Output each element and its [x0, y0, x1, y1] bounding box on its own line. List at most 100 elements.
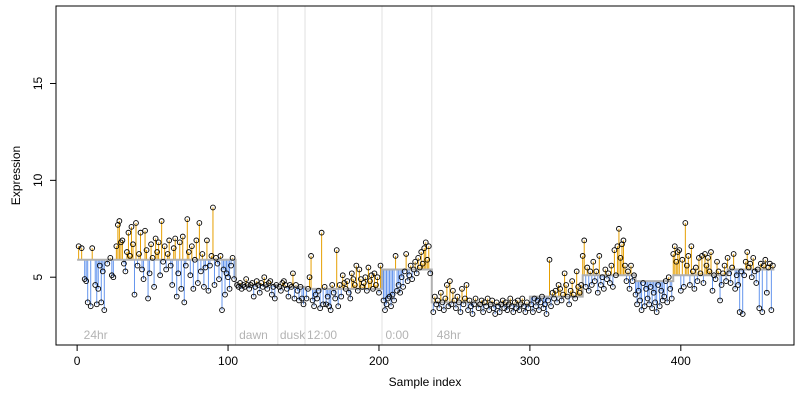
data-point	[376, 289, 382, 296]
data-point	[293, 282, 299, 288]
data-point	[318, 229, 325, 236]
data-point	[687, 282, 693, 288]
data-point	[225, 274, 231, 281]
data-point	[152, 235, 159, 242]
data-point	[220, 266, 227, 273]
data-point	[154, 249, 160, 255]
data-point	[358, 276, 364, 282]
y-tick-label: 15	[31, 76, 45, 90]
data-point	[401, 268, 408, 275]
data-point	[176, 239, 183, 246]
data-point	[662, 278, 669, 284]
data-point	[656, 303, 663, 310]
data-point	[590, 258, 597, 265]
data-point	[545, 297, 551, 304]
data-point	[453, 305, 459, 312]
data-point	[128, 223, 135, 230]
data-point	[439, 299, 446, 306]
data-point	[490, 305, 497, 312]
data-point	[552, 287, 559, 294]
data-point	[392, 253, 399, 259]
data-point	[210, 204, 216, 211]
data-point	[211, 282, 218, 288]
data-point	[611, 247, 618, 253]
data-point	[199, 251, 206, 257]
data-point	[362, 274, 369, 281]
data-point	[250, 293, 257, 300]
data-point	[510, 309, 517, 315]
data-point	[597, 282, 604, 288]
data-point	[119, 237, 126, 244]
data-point	[457, 309, 464, 315]
data-point	[536, 307, 542, 313]
data-point	[321, 284, 328, 290]
data-point	[317, 305, 323, 312]
data-point	[673, 258, 680, 265]
x-tick-label: 100	[218, 354, 238, 368]
data-point	[139, 266, 145, 273]
data-point	[204, 237, 210, 244]
data-point	[600, 285, 607, 292]
data-point	[98, 299, 105, 306]
data-point	[373, 282, 379, 288]
data-point	[229, 254, 236, 261]
data-point	[327, 307, 334, 313]
data-point	[448, 301, 455, 308]
data-point	[594, 289, 601, 296]
phase-label: 12:00	[307, 328, 337, 342]
data-point	[750, 254, 757, 261]
data-point	[167, 262, 174, 269]
data-point	[99, 268, 106, 275]
data-point	[222, 291, 228, 298]
data-point	[416, 264, 423, 271]
data-point	[175, 270, 182, 277]
data-point	[309, 297, 316, 304]
x-tick-label: 400	[671, 354, 691, 368]
data-point	[110, 274, 117, 281]
data-point	[581, 237, 588, 244]
data-point	[424, 256, 431, 263]
data-point	[305, 285, 311, 292]
data-point	[700, 280, 707, 286]
data-point	[268, 291, 275, 298]
data-point	[137, 229, 144, 236]
data-point	[647, 284, 654, 290]
data-point	[516, 307, 523, 313]
data-point	[584, 264, 591, 271]
data-point	[196, 220, 203, 226]
data-point	[193, 237, 200, 244]
phase-label: dawn	[239, 328, 268, 342]
data-point	[303, 295, 310, 302]
data-point	[480, 309, 486, 315]
data-point	[380, 297, 387, 304]
data-point	[614, 243, 621, 250]
data-point	[608, 262, 615, 269]
data-point	[714, 258, 720, 265]
data-point	[422, 239, 429, 246]
data-point	[693, 264, 699, 271]
data-point	[671, 243, 678, 250]
data-point	[625, 268, 631, 275]
data-point	[172, 235, 179, 242]
data-point	[733, 272, 740, 279]
data-point	[219, 307, 225, 313]
data-point	[543, 311, 550, 317]
data-point	[655, 282, 662, 288]
data-point	[418, 249, 425, 255]
data-point	[157, 272, 163, 279]
data-point	[78, 245, 85, 251]
phase-label: 48hr	[437, 328, 461, 342]
data-point	[576, 289, 583, 296]
data-point	[267, 278, 274, 284]
data-point	[572, 295, 579, 302]
data-point	[697, 270, 704, 277]
data-point	[256, 289, 263, 296]
data-point	[361, 280, 367, 286]
data-point	[569, 278, 575, 284]
data-point	[735, 282, 742, 288]
data-point	[84, 299, 91, 306]
data-point	[300, 301, 307, 308]
data-point	[261, 274, 268, 281]
data-point	[718, 282, 725, 288]
data-point	[397, 289, 403, 296]
